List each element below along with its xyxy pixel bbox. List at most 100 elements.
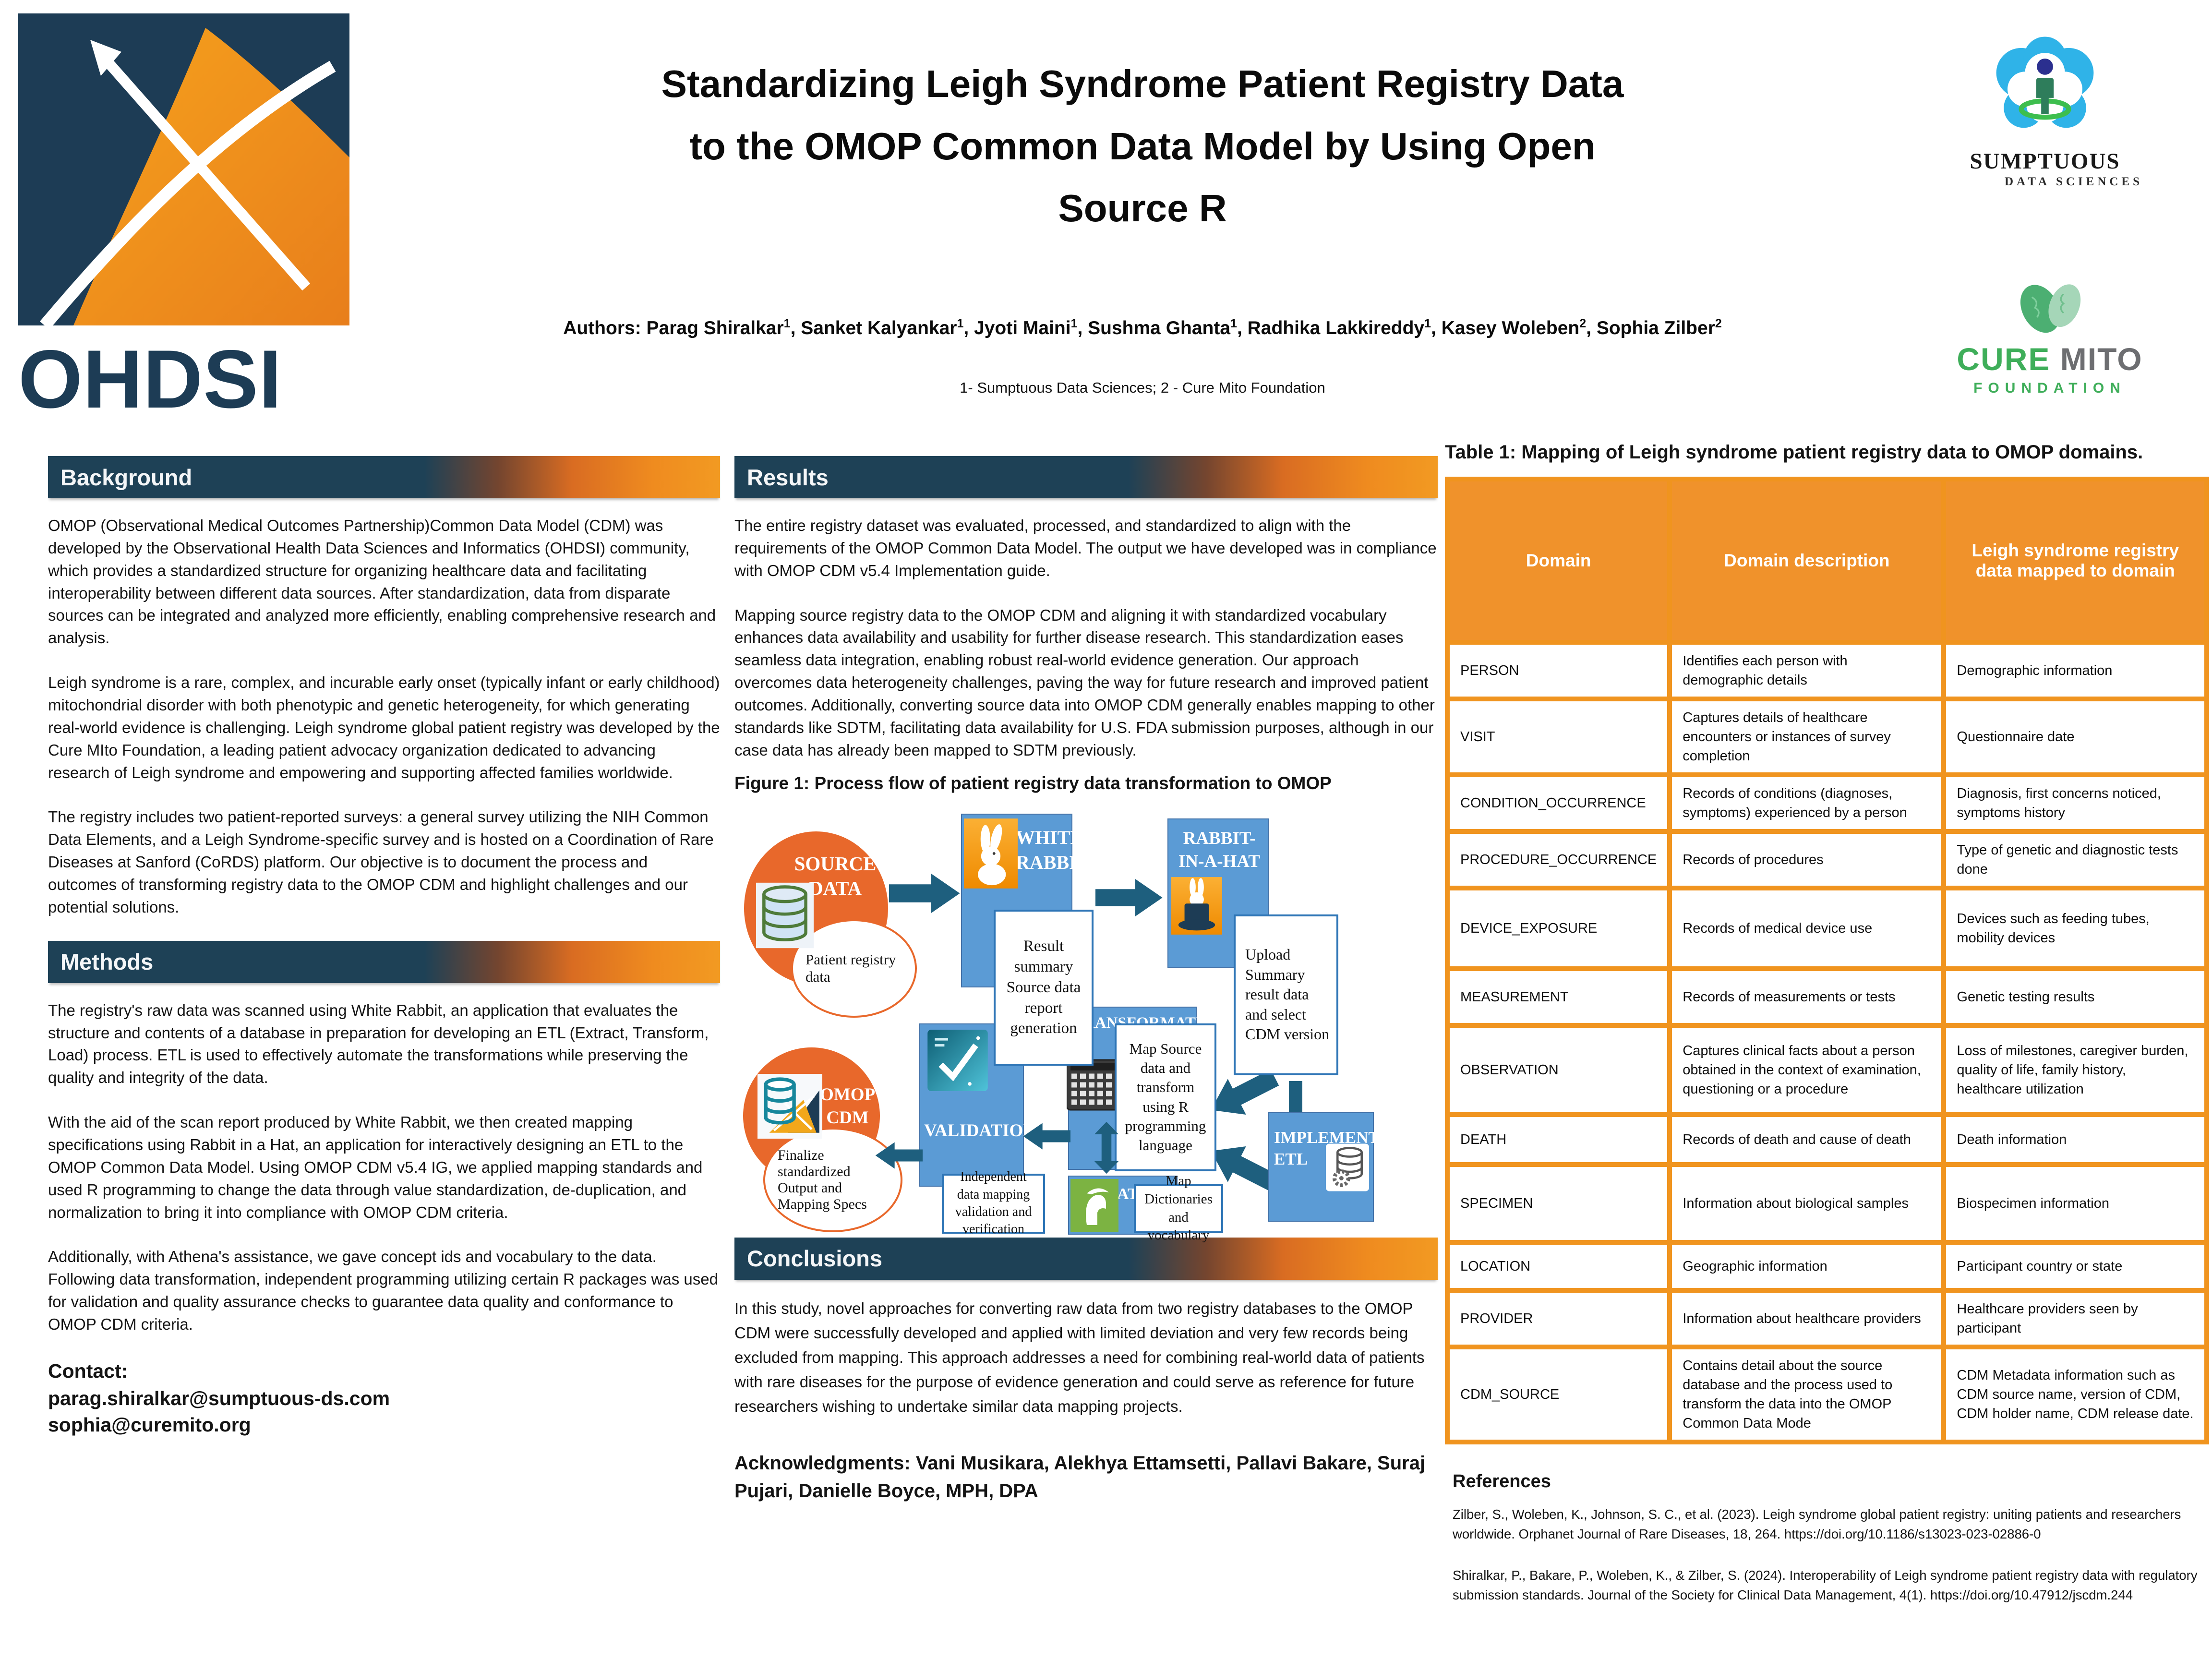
mapped-cell: Diagnosis, first concerns noticed, sympt… — [1941, 772, 2209, 834]
author-sep: , — [1586, 318, 1597, 338]
table-row: CDM_SOURCE Contains detail about the sou… — [1444, 1345, 2209, 1445]
description-cell: Geographic information — [1667, 1240, 1947, 1293]
table-row: OBSERVATION Captures clinical facts abou… — [1444, 1023, 2209, 1118]
mapped-cell: Questionnaire date — [1941, 697, 2209, 778]
column-header-mapped: Leigh syndrome registry data mapped to d… — [1941, 477, 2209, 645]
domain-cell: LOCATION — [1444, 1240, 1672, 1293]
mapping-table: Domain Domain description Leigh syndrome… — [1444, 477, 2209, 1445]
methods-section-header: Methods — [48, 940, 720, 983]
white-rabbit-label: Result summary Source data report genera… — [994, 909, 1094, 1066]
rabbit-in-a-hat-label-text: Upload Summary result data and select CD… — [1245, 946, 1330, 1043]
column-header-description: Domain description — [1667, 477, 1947, 645]
flow-arrow-up-left — [1211, 1069, 1279, 1115]
affiliations: 1- Sumptuous Data Sciences; 2 - Cure Mit… — [960, 379, 1325, 396]
results-section-header: Results — [734, 456, 1438, 498]
table-row: DEATH Records of death and cause of deat… — [1444, 1112, 2209, 1167]
author-sep: , — [790, 318, 801, 338]
table-row: LOCATION Geographic information Particip… — [1444, 1240, 2209, 1293]
omop-cdm-label: Finalize standardized Output and Mapping… — [763, 1127, 902, 1232]
domain-cell: DEATH — [1444, 1112, 1672, 1167]
table-row: CONDITION_OCCURRENCE Records of conditio… — [1444, 772, 2209, 834]
description-cell: Information about biological samples — [1667, 1162, 1947, 1245]
domain-cell: PROVIDER — [1444, 1288, 1672, 1350]
validation-label-text: Independent data mapping validation and … — [955, 1169, 1032, 1237]
title-line-1: Standardizing Leigh Syndrome Patient Reg… — [661, 62, 1624, 105]
author-name: Sanket Kalyankar — [801, 318, 957, 338]
table-row: DEVICE_EXPOSURE Records of medical devic… — [1444, 886, 2209, 972]
table-row: SPECIMEN Information about biological sa… — [1444, 1162, 2209, 1245]
page-title: Standardizing Leigh Syndrome Patient Reg… — [413, 53, 1872, 240]
references-block: References Zilber, S., Woleben, K., John… — [1445, 1471, 2209, 1605]
transformation-label-text: Map Source data and transform using R pr… — [1125, 1040, 1206, 1154]
description-cell: Captures clinical facts about a person o… — [1667, 1023, 1947, 1118]
results-heading: Results — [747, 464, 829, 490]
curemito-subtitle: FOUNDATION — [1973, 380, 2126, 396]
mapped-cell: Healthcare providers seen by participant — [1941, 1288, 2209, 1350]
authors-label: Authors: — [563, 318, 647, 338]
curemito-leaf-icon — [2020, 284, 2081, 333]
background-section-header: Background — [48, 456, 720, 498]
table-title: Table 1: Mapping of Leigh syndrome patie… — [1445, 442, 2143, 463]
methods-heading: Methods — [60, 949, 154, 975]
domain-cell: MEASUREMENT — [1444, 966, 1672, 1028]
author-sup: 1 — [957, 317, 964, 330]
mapped-cell: Participant country or state — [1941, 1240, 2209, 1293]
rabbit-in-a-hat-icon — [1171, 877, 1222, 935]
description-cell: Records of measurements or tests — [1667, 966, 1947, 1028]
author-sup: 1 — [1070, 317, 1078, 330]
sumptuous-logo: SUMPTUOUS DATA SCIENCES — [1920, 34, 2170, 189]
author-name: Sushma Ghanta — [1088, 318, 1231, 338]
patient-registry-label-text: Patient registry data — [805, 951, 896, 986]
contact-email: parag.shiralkar@sumptuous-ds.com — [48, 1387, 390, 1409]
title-line-2: to the OMOP Common Data Model by Using O… — [689, 124, 1596, 168]
background-paragraph: Leigh syndrome is a rare, complex, and i… — [48, 673, 720, 781]
flow-arrow-double-vertical — [1094, 1121, 1119, 1174]
author-sup: 2 — [1715, 317, 1722, 330]
ohdsi-wordmark: OHDSI — [18, 333, 282, 425]
transformation-label: Map Source data and transform using R pr… — [1115, 1023, 1216, 1171]
description-cell: Records of conditions (diagnoses, sympto… — [1667, 772, 1947, 834]
author-sep: , — [1237, 318, 1248, 338]
reference-item: Zilber, S., Woleben, K., Johnson, S. C.,… — [1453, 1507, 2181, 1542]
mapped-cell: Biospecimen information — [1941, 1162, 2209, 1245]
sumptuous-subtitle: DATA SCIENCES — [2004, 175, 2143, 188]
author-sup: 1 — [1230, 317, 1237, 330]
references-heading: References — [1453, 1471, 1551, 1492]
domain-cell: VISIT — [1444, 697, 1672, 778]
conclusions-section-header: Conclusions — [734, 1237, 1438, 1280]
middle-column: Results The entire registry dataset was … — [734, 456, 1438, 1505]
flow-arrow-down-left — [1211, 1146, 1279, 1192]
author-sep: , — [1077, 318, 1088, 338]
athena-icon — [1070, 1178, 1118, 1232]
validation-label: Independent data mapping validation and … — [942, 1169, 1045, 1237]
mapped-cell: Death information — [1941, 1112, 2209, 1167]
results-paragraph: Mapping source registry data to the OMOP… — [734, 606, 1435, 759]
omop-cdm-title: OMOP CDM — [820, 1084, 876, 1128]
description-cell: Records of procedures — [1667, 829, 1947, 891]
results-text: The entire registry dataset was evaluate… — [734, 515, 1438, 762]
athena-label: Map Dictionaries and vocabulary — [1134, 1173, 1223, 1243]
reference-item: Shiralkar, P., Bakare, P., Woleben, K., … — [1453, 1567, 2198, 1602]
conclusions-heading: Conclusions — [747, 1246, 883, 1272]
domain-cell: CONDITION_OCCURRENCE — [1444, 772, 1672, 834]
figure-caption: Figure 1: Process flow of patient regist… — [734, 773, 1332, 793]
curemito-word-cure: CURE — [1957, 341, 2060, 377]
rabbit-in-a-hat-label: Upload Summary result data and select CD… — [1234, 914, 1338, 1075]
ohdsi-logo: OHDSI — [18, 13, 349, 436]
author-sep: , — [963, 318, 974, 338]
mapped-cell: Demographic information — [1941, 639, 2209, 702]
contact-block: Contact: parag.shiralkar@sumptuous-ds.co… — [48, 1360, 720, 1439]
description-cell: Captures details of healthcare encounter… — [1667, 697, 1947, 778]
mapped-cell: Devices such as feeding tubes, mobility … — [1941, 886, 2209, 972]
description-cell: Information about healthcare providers — [1667, 1288, 1947, 1350]
author-sup: 2 — [1579, 317, 1587, 330]
author-sup: 1 — [1424, 317, 1431, 330]
author-sup: 1 — [783, 317, 791, 330]
background-heading: Background — [60, 464, 192, 490]
mapped-cell: CDM Metadata information such as CDM sou… — [1941, 1345, 2209, 1445]
domain-cell: PERSON — [1444, 639, 1672, 702]
source-data-title: SOURCE DATA — [794, 852, 877, 899]
author-sep: , — [1431, 318, 1442, 338]
methods-paragraph: Additionally, with Athena's assistance, … — [48, 1248, 718, 1334]
